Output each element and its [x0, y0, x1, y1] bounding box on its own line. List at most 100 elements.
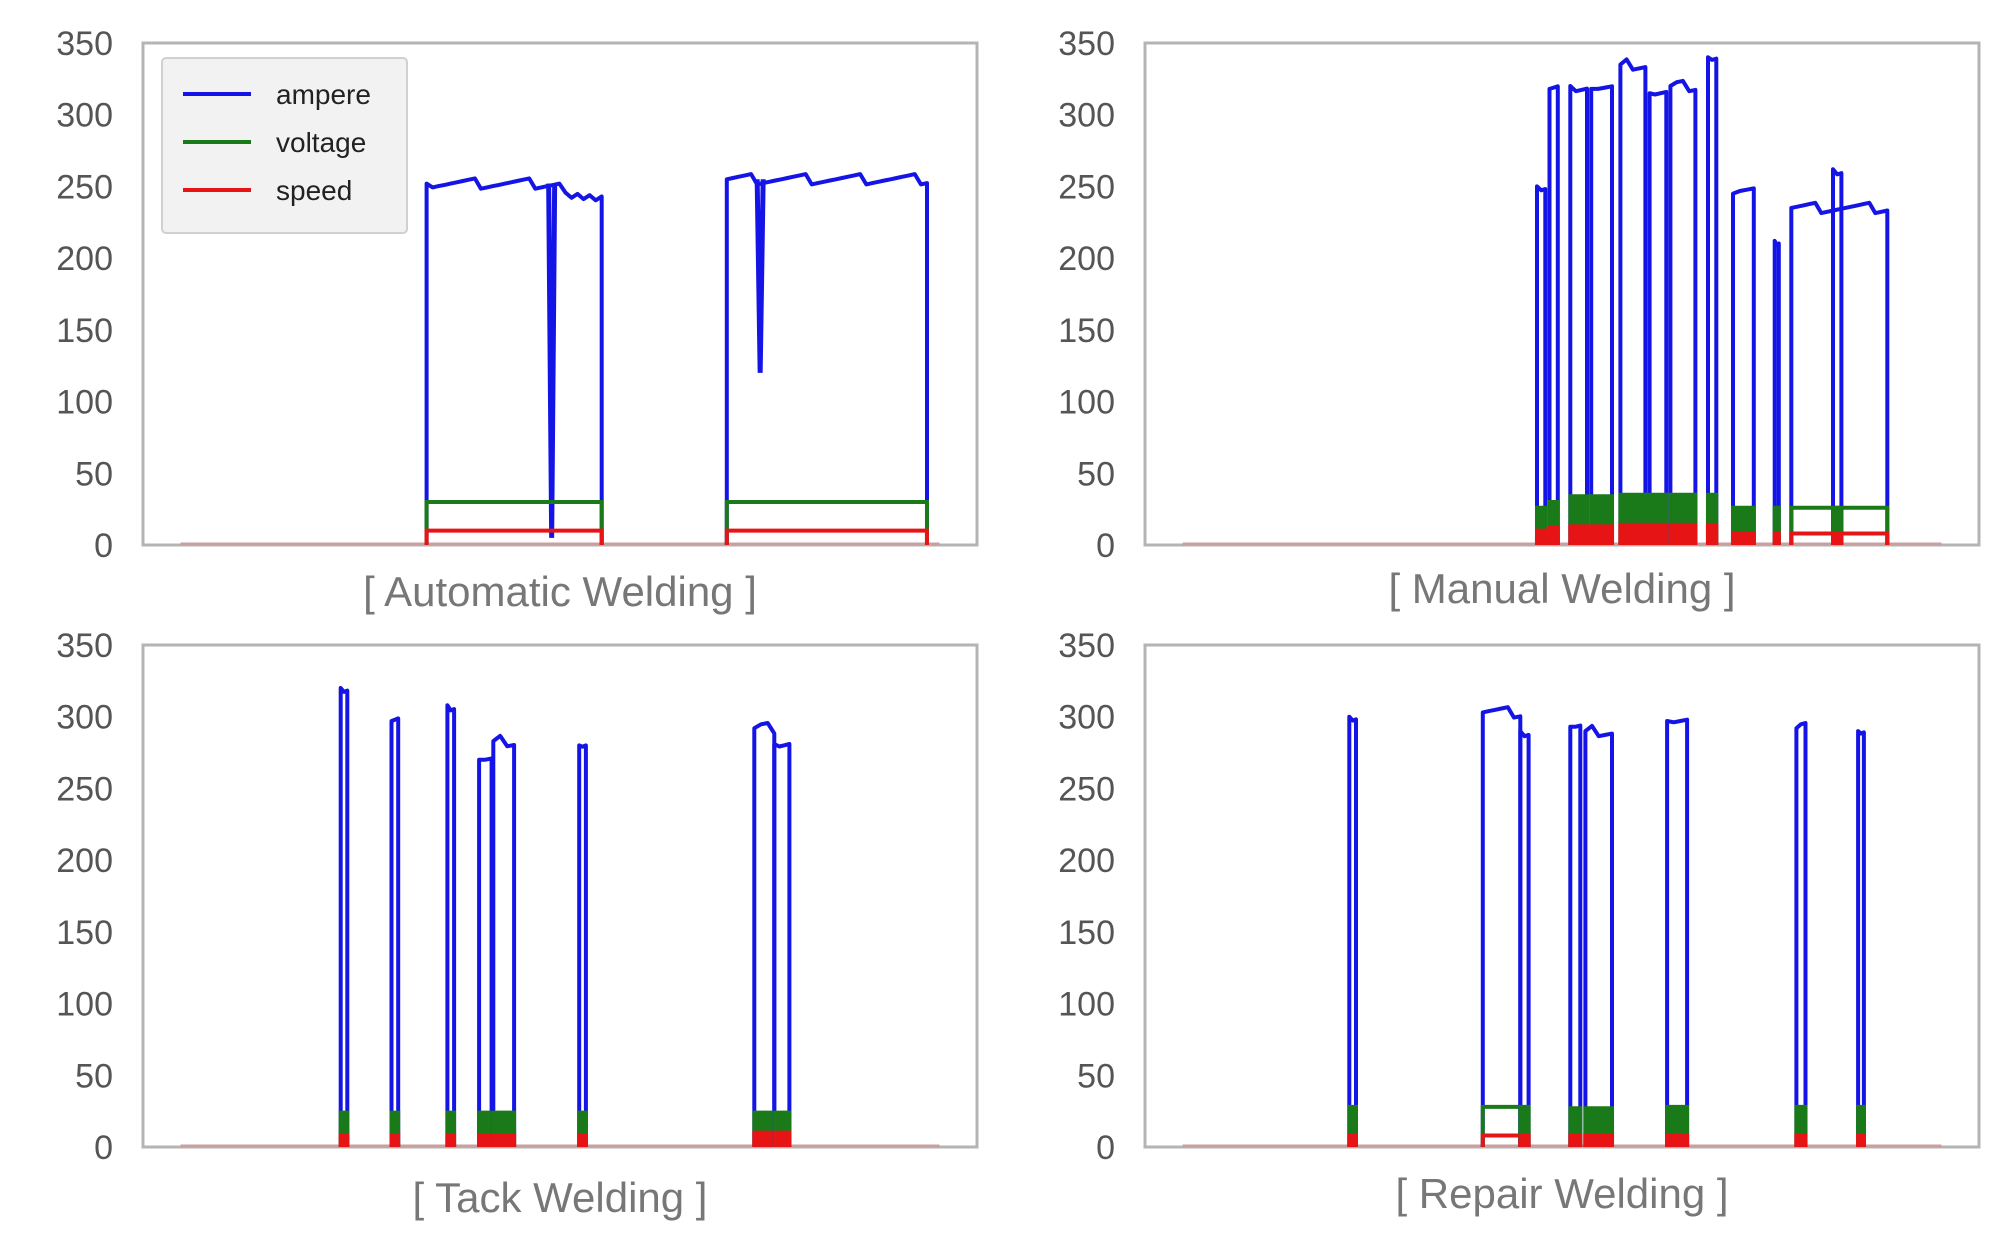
y-tick-label: 200 — [1058, 240, 1115, 278]
y-tick-label: 0 — [94, 1129, 113, 1167]
y-ticks: 0 50 100 150 200 250 300 350 — [56, 627, 113, 1167]
y-tick-label: 350 — [1058, 627, 1115, 665]
ampere-line — [1547, 84, 1560, 545]
ampere-line — [1731, 186, 1756, 545]
speed-line — [1547, 525, 1560, 545]
y-tick-label: 350 — [1058, 25, 1115, 63]
y-tick-label: 350 — [56, 627, 113, 665]
y-tick-label: 200 — [1058, 842, 1115, 880]
ampere-line — [1480, 705, 1523, 1147]
speed-line — [1568, 1133, 1583, 1147]
ampere-line — [389, 716, 401, 1147]
y-tick-label: 100 — [1058, 384, 1115, 422]
y-tick-label: 150 — [56, 914, 113, 952]
y-tick-label: 300 — [56, 97, 113, 135]
y-tick-label: 50 — [1077, 1057, 1115, 1095]
ampere-line — [1583, 723, 1614, 1147]
speed-line — [772, 1130, 792, 1147]
y-tick-label: 150 — [56, 312, 113, 350]
series-lines — [1182, 705, 1942, 1148]
series-lines — [1182, 55, 1942, 546]
speed-line — [1772, 531, 1781, 545]
speed-line — [1347, 1133, 1358, 1147]
speed-line — [1665, 1133, 1690, 1147]
ampere-line — [445, 703, 457, 1147]
panel-repair-welding: 0 50 100 150 200 250 300 350 [ Repair Welding ] — [1058, 627, 1981, 1217]
y-tick-label: 250 — [56, 168, 113, 206]
y-ticks: 0 50 100 150 200 250 300 350 — [56, 25, 113, 565]
y-tick-label: 100 — [56, 384, 113, 422]
ampere-line — [1706, 55, 1719, 545]
ampere-line — [424, 176, 604, 545]
speed-line — [1831, 531, 1844, 545]
y-tick-label: 50 — [1077, 455, 1115, 493]
speed-line — [1705, 522, 1719, 545]
speed-line — [1794, 1133, 1808, 1147]
speed-line — [1518, 1133, 1531, 1147]
chart-caption: [ Repair Welding ] — [1395, 1170, 1728, 1217]
speed-line — [1647, 522, 1669, 545]
plot-frame — [141, 643, 979, 1149]
ampere-line — [1647, 89, 1669, 545]
speed-line — [1568, 524, 1590, 545]
panel-tack-welding: 0 50 100 150 200 250 300 350 [ Tack Welding ] — [56, 627, 979, 1221]
ampere-line — [1518, 729, 1531, 1147]
y-tick-label: 100 — [1058, 986, 1115, 1024]
speed-line — [1730, 531, 1756, 545]
y-tick-label: 0 — [1096, 527, 1115, 565]
ampere-line — [1772, 238, 1781, 545]
panel-automatic-welding: 0 50 100 150 200 250 300 350 ampere voltage spe… — [56, 25, 979, 615]
y-tick-label: 200 — [56, 842, 113, 880]
speed-line — [577, 1133, 588, 1147]
series-lines — [180, 686, 940, 1148]
ampere-line — [1568, 723, 1583, 1147]
speed-line — [1534, 528, 1548, 545]
legend: ampere voltage speed — [161, 57, 408, 234]
y-tick-label: 250 — [56, 770, 113, 808]
y-tick-label: 300 — [1058, 699, 1115, 737]
ampere-line — [1589, 84, 1614, 545]
y-tick-label: 50 — [75, 455, 113, 493]
legend-label-voltage: voltage — [276, 127, 366, 158]
speed-line — [1583, 1133, 1615, 1147]
y-tick-label: 250 — [1058, 168, 1115, 206]
y-ticks: 0 50 100 150 200 250 300 350 — [1058, 25, 1115, 565]
panel-manual-welding: 0 50 100 150 200 250 300 350 [ Manual Welding ] — [1058, 25, 1981, 612]
y-tick-label: 0 — [1096, 1129, 1115, 1167]
y-tick-label: 300 — [1058, 97, 1115, 135]
ampere-line — [1618, 57, 1648, 545]
y-tick-label: 250 — [1058, 770, 1115, 808]
speed-line — [1618, 522, 1648, 545]
speed-line — [445, 1133, 457, 1147]
ampere-line — [1794, 721, 1808, 1147]
y-tick-label: 350 — [56, 25, 113, 63]
ampere-line — [772, 742, 792, 1147]
ampere-line — [577, 743, 588, 1147]
legend-label-speed: speed — [276, 175, 352, 206]
ampere-line — [1831, 167, 1844, 545]
ampere-line — [1568, 84, 1589, 545]
speed-line — [752, 1130, 777, 1147]
speed-line — [477, 1133, 494, 1147]
speed-line — [1668, 522, 1698, 545]
chart-caption: [ Tack Welding ] — [413, 1174, 708, 1221]
chart-caption: [ Automatic Welding ] — [363, 568, 757, 615]
speed-line — [724, 528, 929, 545]
ampere-line — [1665, 717, 1690, 1147]
legend-label-ampere: ampere — [276, 79, 371, 110]
y-tick-label: 300 — [56, 699, 113, 737]
plot-frame — [1143, 643, 1981, 1149]
speed-line — [1856, 1133, 1866, 1147]
ampere-line — [1856, 729, 1866, 1147]
y-tick-label: 100 — [56, 986, 113, 1024]
speed-line — [389, 1133, 401, 1147]
voltage-line — [424, 499, 604, 545]
ampere-line — [1535, 184, 1548, 545]
speed-line — [491, 1133, 517, 1147]
ampere-line — [1789, 200, 1890, 545]
plot-frame — [1143, 41, 1981, 547]
speed-line — [1589, 524, 1615, 545]
y-tick-label: 150 — [1058, 312, 1115, 350]
chart-caption: [ Manual Welding ] — [1388, 565, 1735, 612]
